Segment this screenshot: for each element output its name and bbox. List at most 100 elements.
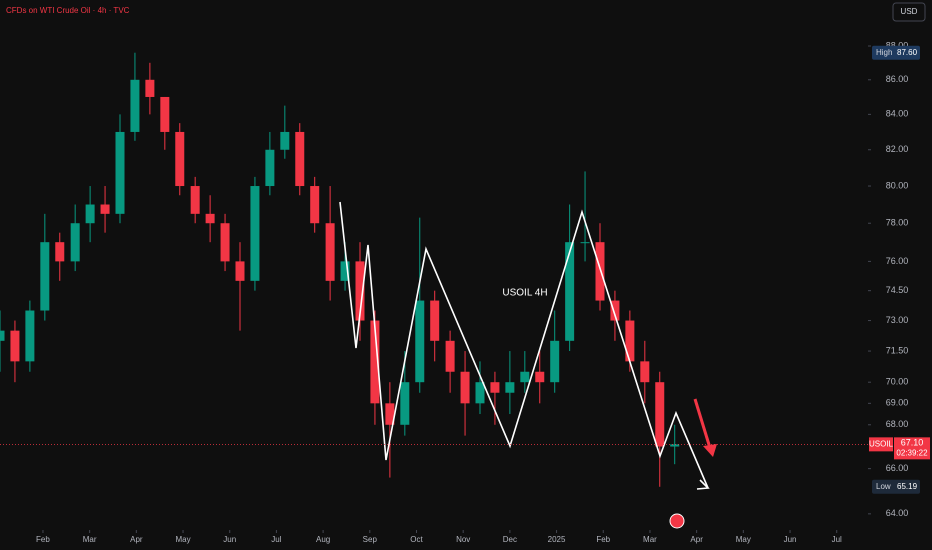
y-tick-label: 64.00 [886,508,909,518]
candle-body [520,371,530,383]
candle-body [55,242,65,262]
candle-body [595,242,605,301]
x-tick-label: May [175,535,190,544]
candle-body [0,330,5,341]
candle-body [10,330,20,362]
x-tick-label: Dec [503,535,517,544]
candle-body [445,340,455,372]
y-tick-label: 76.00 [886,256,909,266]
y-tick-label: 69.00 [886,398,909,408]
candle-body [580,242,590,244]
candle-body [115,131,125,214]
currency-button[interactable] [892,2,926,22]
last-price-box [894,437,930,460]
y-tick-label: 84.00 [886,109,909,119]
low-marker-value: 65.19 [897,482,918,491]
candle-body [460,371,470,404]
drawings [339,201,717,529]
candle-body [235,261,245,281]
x-tick-label: Apr [130,535,143,544]
last-price: 67.10 [901,438,924,448]
candle-body [415,300,425,383]
candle-body [190,186,200,214]
y-tick-label: 74.50 [886,285,909,295]
y-tick-label: 71.50 [886,345,909,355]
red-arrow [693,398,712,449]
low-marker-label: Low [876,482,891,491]
y-tick-label: 82.00 [886,144,909,154]
x-tick-label: Aug [316,535,330,544]
candle-body [280,131,290,150]
annotation: USOIL 4H [502,288,547,299]
candle-body [175,131,185,187]
candle-body [205,213,215,224]
x-tick-label: Sep [363,535,378,544]
candle-body [655,382,665,447]
y-tick-label: 73.00 [886,315,909,325]
candle-body [355,261,365,321]
candle-body [130,79,140,132]
x-tick-label: Oct [410,535,423,544]
candle-body [610,300,620,321]
candle-body [400,382,410,425]
candle-body [640,361,650,383]
zigzag [339,201,709,489]
x-tick-label: Mar [83,535,97,544]
high-marker-label: High [876,48,892,57]
x-tick-label: Jun [784,535,797,544]
x-tick-label: Apr [690,535,703,544]
candle-body [490,382,500,393]
y-tick-label: 66.00 [886,463,909,473]
candle-body [670,444,680,447]
y-tick-label: 70.00 [886,377,909,387]
candle-body [250,186,260,281]
event-icon[interactable] [669,513,685,529]
plot [0,52,680,487]
currency: USD [901,7,918,16]
candle-body [265,149,275,187]
candle-body [145,79,155,97]
x-tick-label: Jul [271,535,281,544]
candle-body [625,320,635,362]
candle-body [505,382,515,393]
candle-body [430,300,440,341]
x-tick-label: Feb [596,535,610,544]
candle-body [475,382,485,404]
x-tick-label: May [736,535,751,544]
x-tick-label: Nov [456,535,470,544]
arrow-head [696,479,710,490]
candle-body [310,186,320,224]
candle-body [220,223,230,262]
candle-body [325,223,335,281]
candle-body [70,223,80,262]
candle-body [535,371,545,383]
candle-body [160,96,170,132]
x-tick-label: Jul [832,535,842,544]
y-tick-label: 80.00 [886,180,909,190]
chart-title: CFDs on WTI Crude Oil · 4h · TVC [6,6,130,15]
last-name-box [869,437,893,452]
candle-body [85,204,95,224]
y-tick-label: 78.00 [886,218,909,228]
x-tick-label: Feb [36,535,50,544]
candle-body [340,261,350,281]
low-marker-box [872,479,920,494]
y-tick-label: 68.00 [886,419,909,429]
last-name: USOIL [869,439,894,448]
candle-body [550,340,560,383]
red-arrow-head [703,444,717,457]
candle-body [40,242,50,311]
candle-body [100,204,110,214]
countdown: 02:39:22 [896,448,928,457]
high-marker-value: 87.60 [897,48,918,57]
candle-body [565,242,575,341]
y-tick-label: 86.00 [886,74,909,84]
candle-body [295,131,305,187]
high-marker-box [872,45,920,60]
candle-body [370,320,380,404]
y-tick-label: 88.00 [886,40,909,50]
candle-body [385,403,395,425]
